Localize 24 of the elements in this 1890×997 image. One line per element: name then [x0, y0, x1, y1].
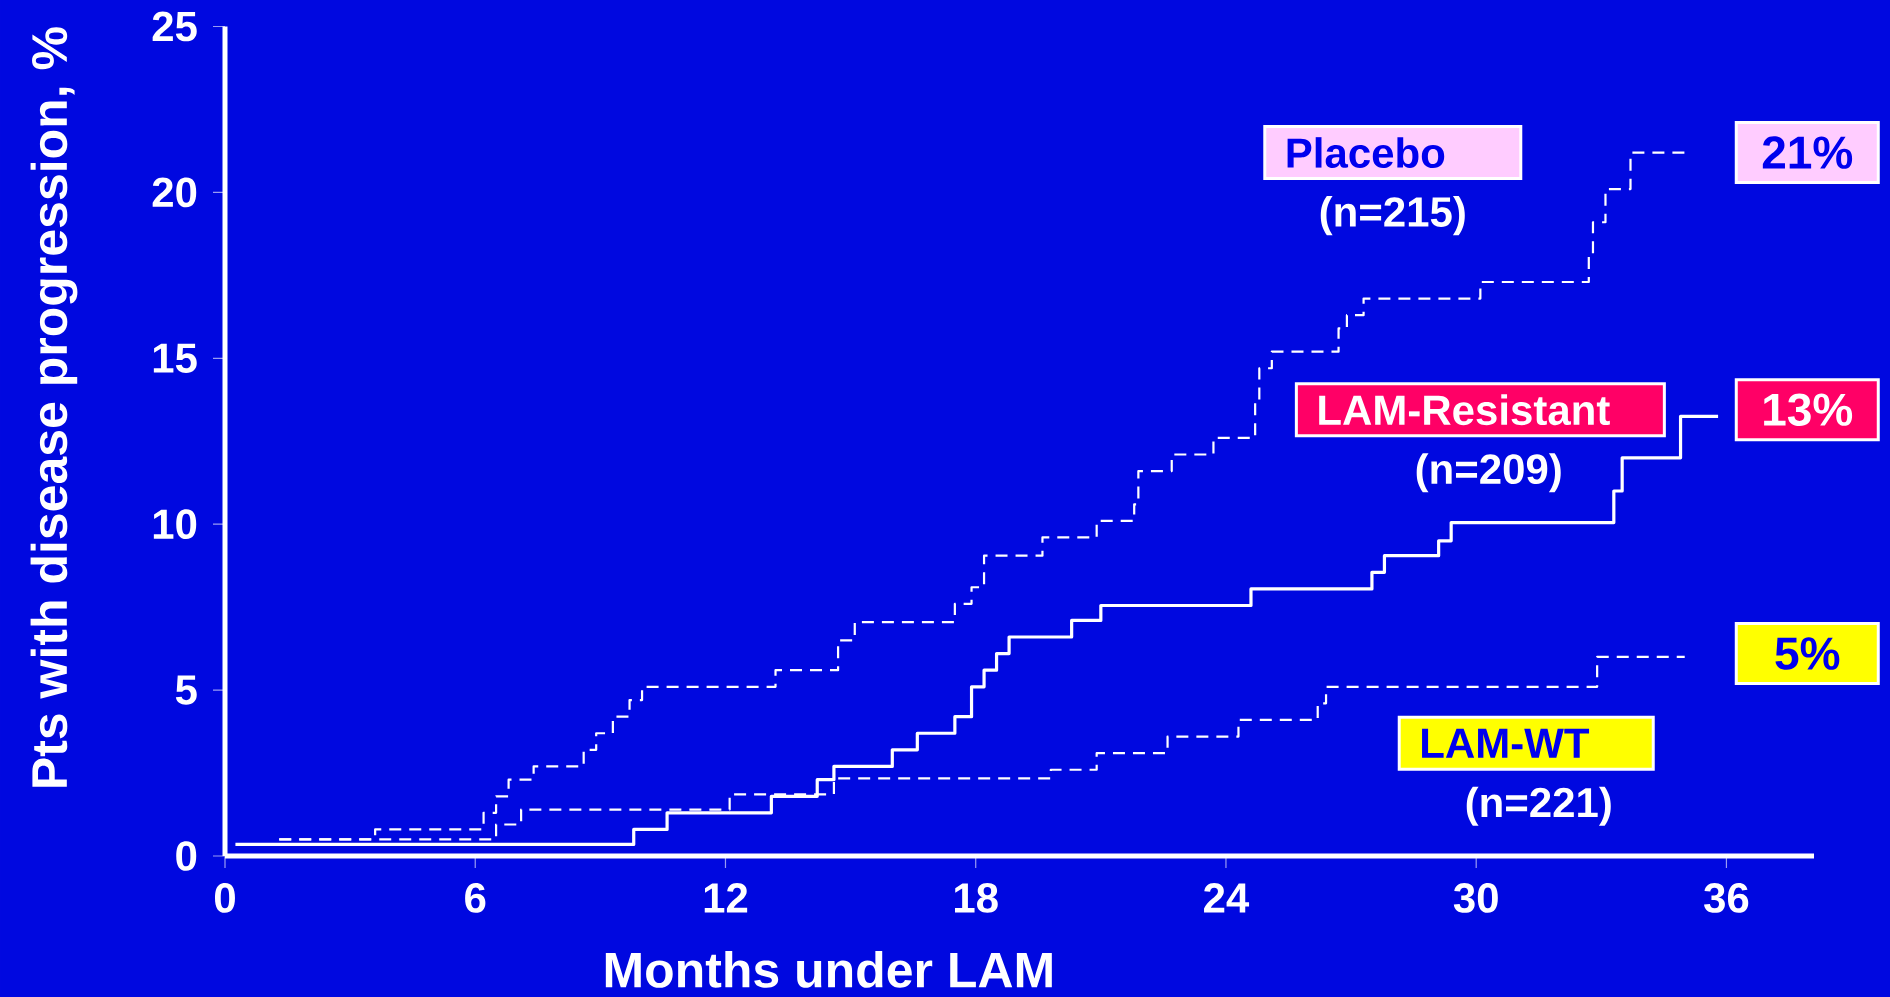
- annotation: (n=209): [1416, 453, 1561, 493]
- x-tick-label: 6: [465, 883, 486, 913]
- text: Placebo: [1287, 137, 1445, 168]
- y-tick-label: 20: [152, 177, 197, 208]
- x-tick-label: 30: [1453, 883, 1498, 913]
- annotation: 21%: [1762, 136, 1853, 169]
- y-axis-title: Pts with disease progression, %: [30, 27, 78, 787]
- y-tick-label: 25: [152, 11, 197, 42]
- series-label: LAM-WT: [1422, 728, 1590, 758]
- x-tick-label: 12: [704, 883, 748, 913]
- series-label: LAM-Resistant: [1319, 394, 1610, 426]
- annotation: 5%: [1775, 637, 1840, 670]
- x-axis-title: Months under LAM: [605, 951, 1052, 988]
- y-tick-label: 5: [175, 675, 197, 705]
- y-tick-label: 15: [153, 343, 197, 373]
- annotation: (n=215): [1320, 196, 1465, 236]
- x-tick-label: 36: [1704, 883, 1749, 913]
- x-tick-label: 18: [954, 883, 998, 913]
- annotation: 13%: [1764, 393, 1853, 427]
- x-tick-label: 0: [214, 883, 235, 913]
- y-tick-label: 0: [176, 841, 197, 871]
- y-tick-label: 10: [153, 509, 197, 540]
- annotation: (n=221): [1466, 786, 1611, 826]
- x-tick-label: 24: [1204, 883, 1250, 913]
